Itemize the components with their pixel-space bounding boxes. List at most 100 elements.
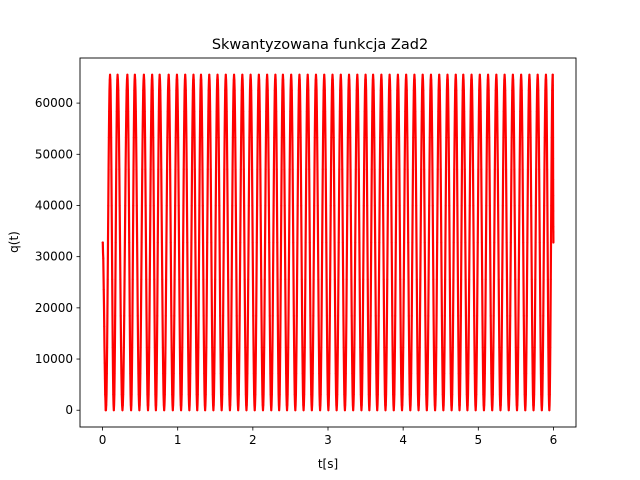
data-point [205,314,208,317]
data-point [330,168,333,171]
data-point [406,204,409,207]
data-point [344,393,347,396]
data-point [334,314,337,317]
data-point [490,346,493,349]
data-point [453,110,456,113]
data-point [501,204,504,207]
data-point [540,409,543,412]
data-point [159,110,162,113]
data-point [548,403,551,406]
data-point [253,409,256,412]
data-point [161,278,164,281]
data-point [198,241,201,244]
data-point [207,136,210,139]
data-point [216,73,219,76]
data-point [467,372,470,375]
data-point [248,110,251,113]
data-point [495,73,498,76]
data-point [165,241,168,244]
data-point [116,79,119,82]
data-point [473,372,476,375]
data-point [132,168,135,171]
data-point [503,79,506,82]
data-point [363,136,366,139]
data-point [138,403,141,406]
data-point [491,409,494,412]
data-point [438,79,441,82]
data-point [550,204,553,207]
data-point [349,168,352,171]
data-point [485,168,488,171]
data-point [452,278,455,281]
data-point [249,73,252,76]
data-point [372,73,375,76]
data-point [153,314,156,317]
data-point [167,79,170,82]
data-point [211,372,214,375]
data-point [426,372,429,375]
data-point [455,110,458,113]
data-point [535,136,538,139]
data-point [552,241,555,244]
data-point [411,204,414,207]
data-point [226,241,229,244]
data-point [188,409,191,412]
data-point [328,372,331,375]
y-tick-label: 10000 [35,352,73,366]
data-point [223,204,226,207]
data-point [235,314,238,317]
data-point [209,136,212,139]
data-point [491,393,494,396]
data-point [205,278,208,281]
data-point [160,241,163,244]
data-point [313,204,316,207]
data-point [371,136,374,139]
data-point [120,346,123,349]
data-point [391,346,394,349]
data-point [231,168,234,171]
data-point [251,278,254,281]
y-tick-label: 0 [65,403,73,417]
data-point [106,346,109,349]
data-point [291,136,294,139]
data-point [167,73,170,76]
data-point [249,79,252,82]
data-point [202,278,205,281]
data-point [481,278,484,281]
data-point [450,409,453,412]
data-point [141,136,144,139]
data-point [300,241,303,244]
data-point [338,136,341,139]
data-point [299,89,302,92]
data-point [539,346,542,349]
data-point [285,372,288,375]
data-point [146,372,149,375]
data-point [421,73,424,76]
data-point [294,393,297,396]
data-point [524,393,527,396]
data-point [121,403,124,406]
data-point [532,409,535,412]
data-point [412,136,415,139]
y-tick-label: 20000 [35,301,73,315]
data-point [169,168,172,171]
data-point [260,346,263,349]
data-point [256,168,259,171]
data-point [545,79,548,82]
data-point [471,136,474,139]
data-point [246,314,249,317]
data-point [153,241,156,244]
data-point [170,314,173,317]
data-point [132,204,135,207]
data-point [538,241,541,244]
data-point [302,403,305,406]
data-point [200,89,203,92]
data-point [227,314,230,317]
data-point [295,372,298,375]
data-point [516,393,519,396]
data-point [453,136,456,139]
data-point [413,79,416,82]
data-point [505,241,508,244]
data-point [369,372,372,375]
data-point [200,110,203,113]
